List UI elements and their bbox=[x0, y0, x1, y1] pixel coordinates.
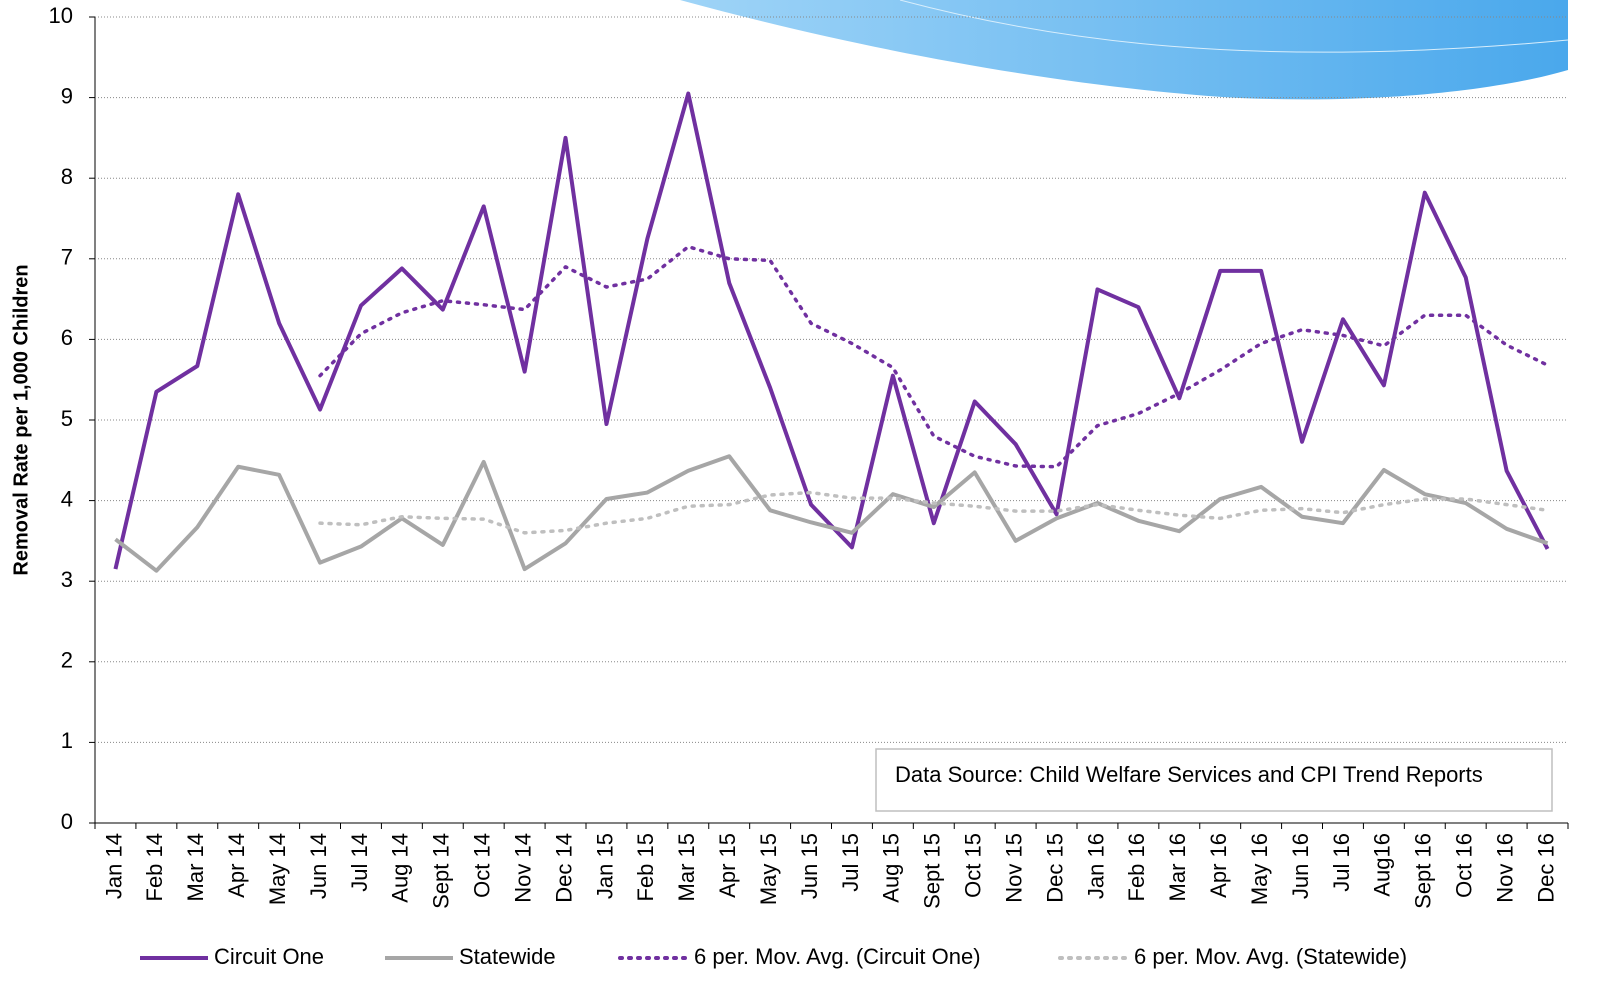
x-tick-label: Sept 16 bbox=[1411, 833, 1436, 909]
series-line bbox=[114, 454, 1549, 573]
y-tick-label: 2 bbox=[61, 648, 73, 673]
series-line bbox=[318, 244, 1550, 469]
x-tick-label: May 15 bbox=[756, 833, 781, 905]
x-tick-label: Dec 14 bbox=[551, 833, 576, 903]
y-tick-label: 3 bbox=[61, 567, 73, 592]
x-tick-label: Jun 16 bbox=[1288, 833, 1313, 899]
legend-label: Circuit One bbox=[214, 944, 324, 969]
x-tick-label: Nov 16 bbox=[1492, 833, 1517, 903]
decoration bbox=[680, 0, 1568, 100]
series-line bbox=[113, 91, 1550, 570]
decoration bbox=[899, 0, 1569, 53]
x-tick-label: Aug 14 bbox=[388, 833, 413, 903]
legend-label: Statewide bbox=[459, 944, 556, 969]
x-tick-label: Mar 15 bbox=[674, 833, 699, 901]
y-tick-label: 9 bbox=[61, 83, 73, 108]
x-tick-label: Apr 14 bbox=[224, 833, 249, 898]
y-tick-label: 0 bbox=[61, 809, 73, 834]
x-tick-label: Oct 14 bbox=[470, 833, 495, 898]
legend-label: 6 per. Mov. Avg. (Circuit One) bbox=[694, 944, 981, 969]
x-tick-label: Aug 15 bbox=[879, 833, 904, 903]
x-tick-label: Dec 15 bbox=[1042, 833, 1067, 903]
x-tick-label: Dec 16 bbox=[1533, 833, 1558, 903]
series-line bbox=[318, 490, 1550, 535]
y-tick-label: 1 bbox=[61, 728, 73, 753]
x-tick-label: Feb 16 bbox=[1124, 833, 1149, 902]
x-tick-label: Jun 14 bbox=[306, 833, 331, 899]
x-tick-label: Apr 15 bbox=[715, 833, 740, 898]
y-tick-label: 4 bbox=[61, 486, 73, 511]
x-tick-label: May 14 bbox=[265, 833, 290, 905]
x-tick-label: Feb 14 bbox=[142, 833, 167, 902]
x-tick-label: Sept 15 bbox=[920, 833, 945, 909]
x-tick-label: Feb 15 bbox=[633, 833, 658, 902]
x-tick-label: Mar 16 bbox=[1165, 833, 1190, 901]
x-tick-label: Nov 14 bbox=[510, 833, 535, 903]
x-tick-label: Jun 15 bbox=[797, 833, 822, 899]
y-tick-label: 7 bbox=[61, 245, 73, 270]
x-tick-label: Jul 15 bbox=[838, 833, 863, 892]
legend-label: 6 per. Mov. Avg. (Statewide) bbox=[1134, 944, 1407, 969]
x-tick-label: Sept 14 bbox=[429, 833, 454, 909]
x-tick-label: Oct 16 bbox=[1452, 833, 1477, 898]
x-tick-label: Jan 15 bbox=[592, 833, 617, 899]
x-tick-label: Mar 14 bbox=[183, 833, 208, 901]
x-tick-label: Jul 16 bbox=[1329, 833, 1354, 892]
y-tick-label: 8 bbox=[61, 164, 73, 189]
x-tick-label: Jul 14 bbox=[347, 833, 372, 892]
y-tick-label: 6 bbox=[61, 325, 73, 350]
annotation: Data Source: Child Welfare Services and … bbox=[895, 762, 1483, 787]
y-tick-label: 10 bbox=[49, 3, 73, 28]
x-tick-label: Nov 15 bbox=[1001, 833, 1026, 903]
y-axis-label: Removal Rate per 1,000 Children bbox=[10, 264, 32, 575]
x-tick-label: May 16 bbox=[1247, 833, 1272, 905]
x-tick-label: Aug16 bbox=[1370, 833, 1395, 897]
annotation-box bbox=[875, 748, 1553, 812]
x-tick-label: Apr 16 bbox=[1206, 833, 1231, 898]
x-tick-label: Oct 15 bbox=[961, 833, 986, 898]
y-tick-label: 5 bbox=[61, 406, 73, 431]
x-tick-label: Jan 14 bbox=[101, 833, 126, 899]
x-tick-label: Jan 16 bbox=[1083, 833, 1108, 899]
